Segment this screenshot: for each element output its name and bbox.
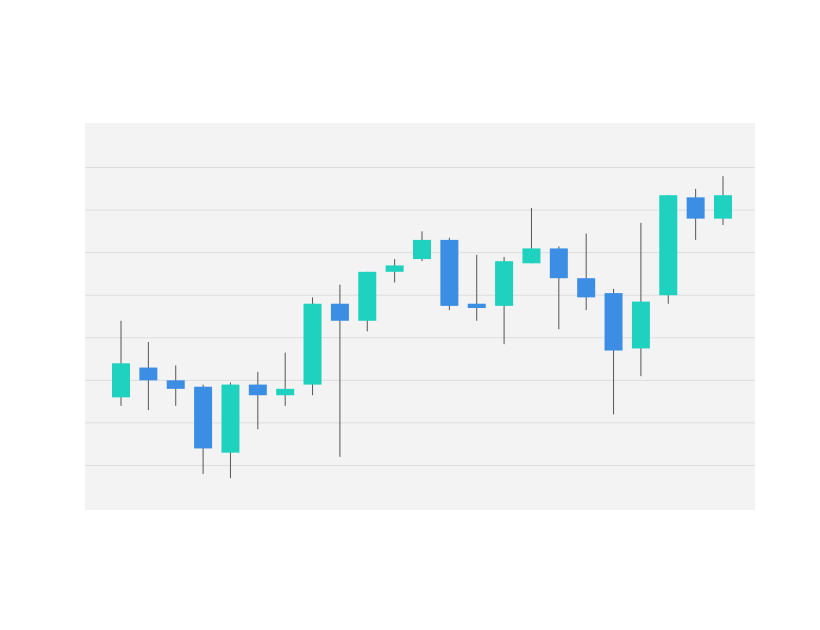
candle-body-increasing — [221, 384, 240, 453]
candle — [248, 371, 267, 430]
candle — [112, 320, 130, 406]
candle — [358, 271, 377, 332]
candle-body-decreasing — [440, 239, 459, 306]
candle — [631, 222, 650, 377]
candle-body-increasing — [385, 265, 404, 272]
candle — [467, 254, 486, 321]
candle — [385, 259, 404, 283]
candle-body-increasing — [358, 271, 377, 321]
plot-background — [85, 123, 755, 510]
candle-body-increasing — [303, 303, 322, 385]
candle — [659, 195, 678, 304]
candle-body-decreasing — [604, 293, 623, 351]
candle-body-decreasing — [194, 386, 213, 449]
candles — [112, 176, 732, 479]
candle — [686, 188, 705, 240]
candle-body-decreasing — [248, 384, 267, 396]
candle-body-increasing — [413, 239, 431, 260]
candle-body-decreasing — [577, 278, 596, 298]
candle — [413, 231, 431, 262]
candle — [495, 256, 514, 345]
candle-body-increasing — [495, 261, 514, 306]
candle-body-decreasing — [549, 248, 568, 279]
candle — [303, 297, 322, 396]
candle-body-decreasing — [686, 197, 705, 219]
candle — [166, 365, 185, 406]
candle-body-decreasing — [330, 303, 349, 321]
candle — [522, 207, 541, 264]
candle — [549, 246, 568, 330]
candle-body-increasing — [714, 195, 732, 219]
candle-body-increasing — [276, 388, 295, 396]
candle — [440, 237, 459, 311]
candle-body-increasing — [112, 363, 130, 398]
candle-body-decreasing — [467, 303, 486, 308]
candle-body-decreasing — [166, 380, 185, 389]
candle — [276, 352, 295, 406]
candle — [139, 342, 158, 411]
candle — [194, 384, 213, 474]
candle — [714, 176, 732, 226]
candle — [330, 284, 349, 457]
candle — [221, 382, 240, 479]
candle-body-increasing — [522, 248, 541, 264]
candle-body-decreasing — [139, 367, 158, 381]
candle-body-increasing — [659, 195, 678, 296]
candle — [577, 233, 596, 311]
candle — [604, 288, 623, 415]
candle-body-increasing — [631, 301, 650, 349]
